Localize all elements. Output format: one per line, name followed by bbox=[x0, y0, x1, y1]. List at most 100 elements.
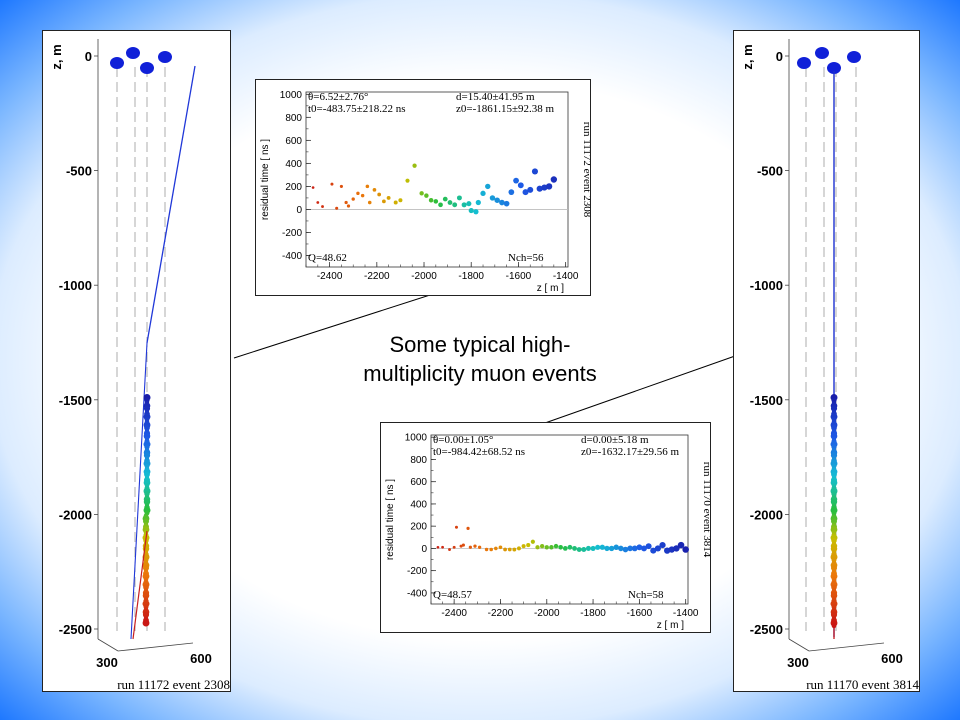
data-point bbox=[553, 543, 559, 549]
data-point bbox=[468, 545, 472, 549]
z-tick-label: -1500 bbox=[59, 393, 92, 408]
y-tick-label: -200 bbox=[407, 566, 427, 577]
data-point bbox=[473, 544, 477, 548]
z-tick-label: -1000 bbox=[59, 278, 92, 293]
data-point bbox=[659, 541, 666, 549]
y-tick-label: -400 bbox=[282, 251, 302, 262]
connector-left bbox=[233, 294, 431, 359]
x-tick-label: -2000 bbox=[411, 271, 437, 282]
header-d: d=0.00±5.18 m bbox=[581, 434, 649, 446]
top-hit bbox=[158, 51, 172, 63]
data-point bbox=[503, 547, 507, 552]
plot-frame bbox=[305, 91, 569, 268]
x-tick-label: 300 bbox=[787, 655, 809, 670]
y-tick-label: -400 bbox=[407, 588, 427, 599]
header-z0: z0=-1861.15±92.38 m bbox=[456, 103, 555, 115]
data-point bbox=[311, 186, 315, 189]
data-point bbox=[377, 192, 382, 197]
data-point bbox=[475, 199, 481, 206]
top-hit bbox=[847, 51, 861, 63]
z-tick-label: 0 bbox=[776, 49, 783, 64]
hit-point bbox=[142, 619, 150, 627]
x-tick-label: -2400 bbox=[441, 608, 467, 619]
data-point bbox=[454, 525, 458, 529]
data-point bbox=[549, 545, 554, 550]
data-point bbox=[498, 545, 503, 550]
data-point bbox=[489, 547, 493, 552]
q-label: Q=48.62 bbox=[308, 252, 347, 264]
nch-label: Nch=56 bbox=[508, 252, 544, 264]
z-tick-label: 0 bbox=[85, 49, 92, 64]
top-hit bbox=[815, 47, 829, 59]
top-hit bbox=[797, 57, 811, 69]
event-display-left: 0 -500 -1000 -1500 -2000 -2500 z, m 300 600 run 1… bbox=[42, 30, 231, 692]
data-point bbox=[558, 544, 563, 550]
data-point bbox=[536, 185, 543, 192]
y-tick-label: 600 bbox=[285, 136, 302, 147]
data-point bbox=[489, 195, 496, 201]
data-point bbox=[535, 545, 540, 550]
header-d: d=15.40±41.95 m bbox=[456, 91, 535, 103]
data-point bbox=[550, 176, 558, 183]
x-tick-label: 300 bbox=[96, 655, 118, 670]
data-point bbox=[459, 544, 463, 548]
track-segment-lower bbox=[130, 342, 148, 640]
data-point bbox=[641, 545, 647, 552]
hit-point bbox=[831, 623, 837, 629]
data-point bbox=[562, 546, 568, 551]
header-t0: t0=-483.75±218.22 ns bbox=[308, 103, 406, 115]
track-tail bbox=[132, 530, 148, 640]
data-point bbox=[461, 543, 465, 547]
data-point bbox=[507, 547, 512, 552]
data-point bbox=[645, 543, 652, 550]
data-point bbox=[654, 545, 661, 552]
y-tick-label: 800 bbox=[285, 113, 302, 124]
data-point bbox=[461, 202, 467, 208]
x-tick-label: -2200 bbox=[488, 608, 514, 619]
y-axis-label: residual time [ ns ] bbox=[385, 479, 396, 560]
caption: Some typical high- multiplicity muon eve… bbox=[310, 330, 650, 388]
footer-label: run 11170 event 3814 bbox=[806, 677, 919, 692]
x-tick-label: -1800 bbox=[458, 271, 484, 282]
z-axis-label: z, m bbox=[740, 44, 755, 69]
x-tick-label: -1600 bbox=[627, 608, 653, 619]
z-tick-label: -500 bbox=[66, 164, 92, 179]
data-point bbox=[590, 545, 596, 551]
data-point bbox=[513, 177, 519, 184]
data-point bbox=[572, 545, 577, 551]
data-point bbox=[484, 547, 489, 552]
plot-frame bbox=[430, 434, 689, 605]
y-tick-label: -200 bbox=[282, 228, 302, 239]
data-point bbox=[367, 200, 372, 205]
data-point bbox=[618, 545, 624, 552]
data-point bbox=[576, 547, 582, 552]
caption-line-1: Some typical high- bbox=[389, 332, 571, 357]
data-point bbox=[527, 186, 534, 193]
x-tick-label: -2200 bbox=[364, 271, 390, 282]
header-t0: t0=-984.42±68.52 ns bbox=[433, 446, 525, 458]
x-tick-label: -1600 bbox=[506, 271, 532, 282]
data-point bbox=[344, 200, 348, 205]
data-point bbox=[316, 201, 320, 204]
x-axis-label: z [ m ] bbox=[657, 620, 684, 631]
data-point bbox=[321, 205, 324, 208]
data-point bbox=[412, 163, 417, 168]
data-point bbox=[433, 199, 439, 204]
data-point bbox=[382, 199, 386, 204]
q-label: Q=48.57 bbox=[433, 589, 472, 601]
data-point bbox=[631, 545, 638, 552]
x-tick-label: -1400 bbox=[673, 608, 699, 619]
z-axis-label: z, m bbox=[49, 44, 64, 69]
data-point bbox=[545, 183, 553, 190]
data-point bbox=[517, 546, 521, 551]
event-display-right-plot: 0 -500 -1000 -1500 -2000 -2500 z, m 300 600 run 1… bbox=[740, 39, 919, 692]
data-point bbox=[448, 548, 451, 551]
data-point bbox=[386, 195, 391, 200]
side-label: run 11170 event 3814 bbox=[701, 462, 711, 558]
x-tick-label: -2000 bbox=[534, 608, 560, 619]
data-point bbox=[477, 545, 482, 549]
data-point bbox=[452, 545, 456, 549]
data-point bbox=[622, 546, 629, 553]
top-hit bbox=[110, 57, 124, 69]
connector-right bbox=[544, 355, 736, 424]
